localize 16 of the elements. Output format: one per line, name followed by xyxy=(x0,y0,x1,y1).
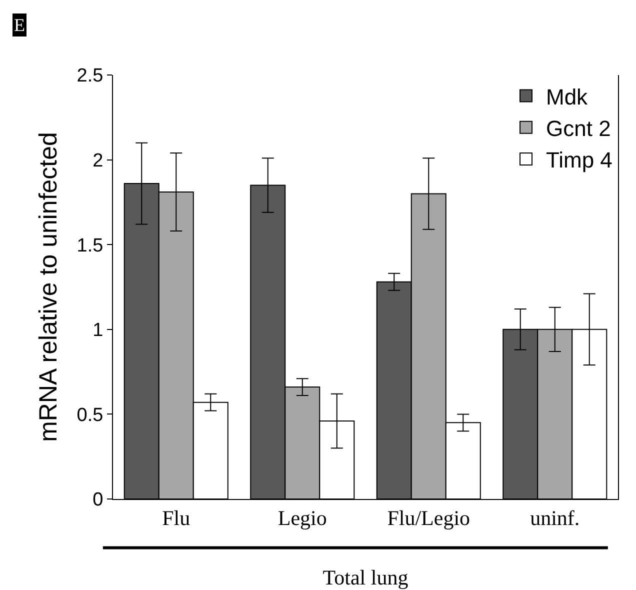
x-tick-label: uninf. xyxy=(530,506,580,530)
legend-label: Timp 4 xyxy=(546,148,612,173)
y-tick-label: 2 xyxy=(92,150,104,172)
y-tick-label: 1 xyxy=(92,320,104,342)
legend-label: Gcnt 2 xyxy=(546,116,611,141)
y-tick-label: 1.5 xyxy=(76,235,104,256)
x-axis-title: Total lung xyxy=(322,565,409,590)
y-tick-label: 0 xyxy=(92,490,104,511)
x-tick-label: Flu xyxy=(162,506,191,530)
y-tick-label: 2.5 xyxy=(76,66,104,87)
text: E xyxy=(14,15,25,35)
x-tick-label: Flu/Legio xyxy=(387,506,470,530)
legend-label: Mdk xyxy=(546,84,589,110)
y-tick-label: 0.5 xyxy=(76,404,104,426)
x-tick-label: Legio xyxy=(278,506,327,530)
y-axis-title: mRNA relative to uninfected xyxy=(34,132,63,442)
